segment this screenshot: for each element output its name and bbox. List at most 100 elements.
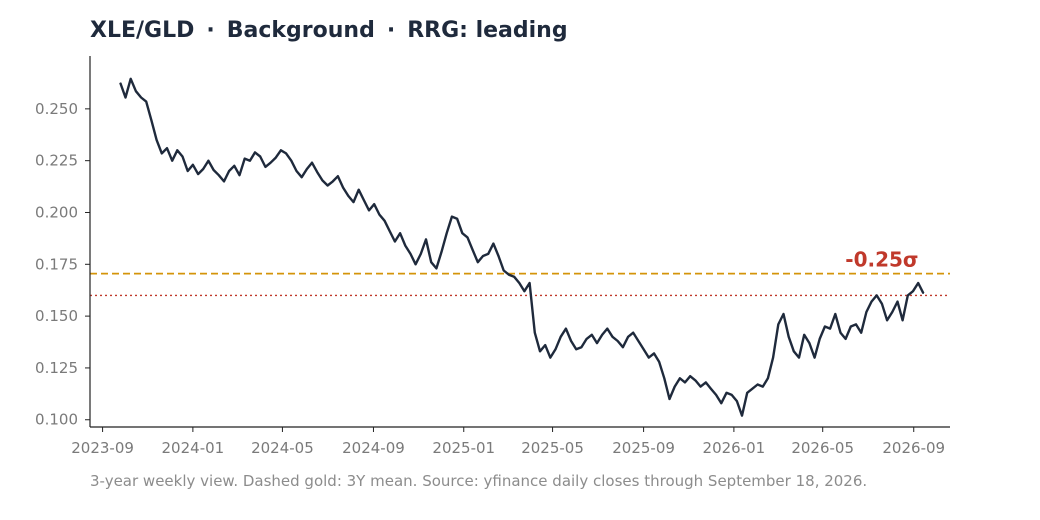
data-point	[311, 162, 313, 164]
data-point	[886, 319, 888, 321]
data-point	[834, 313, 836, 315]
data-point	[596, 342, 598, 344]
data-point	[902, 319, 904, 321]
data-point	[731, 394, 733, 396]
data-point	[679, 377, 681, 379]
data-point	[399, 232, 401, 234]
data-point	[368, 209, 370, 212]
data-point	[648, 356, 650, 359]
data-point	[907, 294, 909, 296]
data-point	[549, 356, 551, 359]
data-point	[865, 311, 867, 313]
data-point	[130, 78, 132, 80]
y-tick-label: 0.150	[35, 307, 78, 325]
data-point	[435, 267, 437, 270]
data-point	[513, 276, 515, 278]
x-tick-label: 2025-01	[432, 439, 495, 457]
x-tick-label: 2023-09	[71, 439, 134, 457]
data-point	[140, 96, 142, 99]
data-point	[746, 392, 748, 394]
data-point	[694, 379, 697, 381]
data-point	[156, 139, 158, 141]
data-point	[751, 388, 753, 390]
y-tick-label: 0.200	[35, 203, 78, 221]
data-point	[658, 361, 660, 363]
data-point	[560, 336, 562, 338]
data-point	[352, 201, 355, 203]
data-point	[518, 282, 520, 284]
x-tick-label: 2024-05	[251, 439, 314, 457]
data-point	[383, 220, 386, 222]
data-point	[295, 170, 298, 172]
data-point	[446, 232, 448, 234]
data-point	[741, 415, 743, 417]
data-point	[508, 274, 510, 276]
data-point	[451, 216, 453, 218]
data-point	[135, 90, 137, 92]
data-point	[244, 157, 246, 160]
data-point	[254, 151, 256, 153]
x-tick-label: 2025-09	[612, 439, 675, 457]
data-point	[259, 155, 261, 158]
data-point	[850, 325, 852, 328]
data-point	[316, 171, 318, 173]
reference-lines	[90, 272, 950, 297]
data-point	[632, 332, 634, 334]
data-point	[342, 187, 344, 189]
y-tick-label: 0.125	[35, 359, 78, 377]
data-point	[736, 400, 738, 402]
data-point	[896, 301, 899, 303]
data-point	[285, 152, 287, 155]
data-point	[710, 388, 712, 390]
data-point	[881, 303, 883, 305]
data-point	[617, 340, 619, 342]
data-point	[145, 100, 147, 103]
data-point	[653, 352, 655, 355]
data-point	[772, 356, 774, 359]
data-point	[839, 332, 842, 334]
data-point	[394, 240, 396, 243]
data-point	[378, 213, 380, 216]
data-point	[332, 180, 334, 182]
data-point	[689, 375, 691, 377]
data-point	[570, 340, 572, 342]
data-point	[554, 348, 557, 350]
data-point	[477, 261, 479, 263]
data-point	[782, 313, 785, 315]
data-point	[591, 334, 593, 336]
data-point	[238, 174, 241, 176]
data-point	[290, 160, 292, 162]
data-point	[275, 156, 277, 159]
data-point	[461, 232, 463, 234]
data-point	[347, 195, 349, 197]
data-point	[580, 346, 583, 348]
data-point	[249, 160, 251, 162]
data-point	[824, 325, 826, 328]
annotation-layer: -0.25σ	[845, 247, 918, 271]
data-point	[192, 164, 194, 166]
x-tick-label: 2025-05	[521, 439, 584, 457]
title-separator: ·	[206, 18, 215, 43]
data-point	[207, 160, 210, 162]
data-point	[482, 255, 484, 257]
data-point	[430, 261, 432, 263]
data-point	[269, 162, 272, 164]
data-point	[228, 170, 230, 172]
chart-caption: 3-year weekly view. Dashed gold: 3Y mean…	[90, 472, 868, 490]
data-point	[586, 338, 588, 340]
sigma-annotation: -0.25σ	[845, 247, 918, 271]
y-tick-label: 0.250	[35, 100, 78, 118]
data-point	[642, 348, 645, 350]
data-point	[762, 385, 764, 388]
data-point	[917, 282, 919, 284]
data-point	[456, 218, 458, 220]
data-point	[301, 176, 303, 178]
data-point	[197, 173, 199, 175]
data-point	[404, 245, 406, 247]
data-point	[725, 392, 728, 394]
data-point	[119, 82, 121, 84]
data-point	[363, 199, 365, 201]
data-point	[487, 253, 489, 255]
data-point	[720, 402, 722, 404]
data-point	[492, 242, 494, 245]
